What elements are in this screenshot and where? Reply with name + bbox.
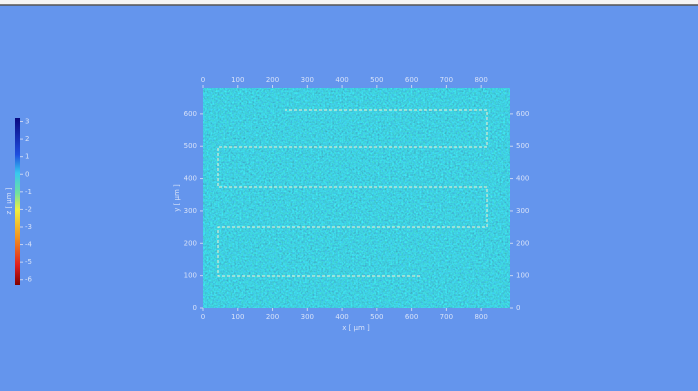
x-tick-label-top: 300 [301,76,314,84]
y-tick-label: 500 [184,142,197,150]
x-tick-label-top: 100 [231,76,244,84]
x-tick-label: 600 [405,313,418,321]
colorbar-tick-label: -3 [25,223,32,231]
y-tick-label-right: 200 [516,239,529,247]
y-tick-label-right: 600 [516,110,529,118]
y-tick-label-right: 400 [516,175,529,183]
colorbar-tick-label: -6 [25,276,33,284]
x-tick-label-top: 700 [440,76,453,84]
x-tick-label: 100 [231,313,244,321]
colorbar-tick-label: 1 [25,153,29,161]
viewer: x [ µm ] y [ µm ] z [ µm ] 0010010020020… [0,0,698,391]
colorbar-tick-label: -4 [25,241,33,249]
x-tick-label-top: 200 [266,76,279,84]
colorbar-tick-label: -2 [25,205,32,213]
y-tick-label-right: 500 [516,142,529,150]
x-tick-label-top: 0 [201,76,205,84]
y-axis-label: y [ µm ] [173,184,181,212]
y-tick-label-right: 300 [516,207,529,215]
colorbar-tick-label: 0 [25,170,29,178]
y-tick-label: 200 [184,239,197,247]
y-tick-label-right: 100 [516,272,529,280]
x-tick-label: 0 [201,313,205,321]
x-tick-label: 700 [440,313,453,321]
x-tick-label: 300 [301,313,314,321]
x-tick-label: 200 [266,313,279,321]
x-tick-label-top: 600 [405,76,418,84]
colorbar-tick-label: 2 [25,135,29,143]
x-tick-label: 400 [335,313,348,321]
colorbar-label: z [ µm ] [5,187,13,214]
colorbar-tick-label: -5 [25,258,32,266]
height-map [203,88,510,308]
y-tick-label-right: 0 [516,304,520,312]
y-tick-label: 0 [193,304,197,312]
x-tick-label-top: 500 [370,76,383,84]
x-axis-label: x [ µm ] [342,324,370,332]
x-tick-label-top: 800 [474,76,487,84]
colorbar-tick-label: 3 [25,118,29,126]
y-tick-label: 400 [184,175,197,183]
x-tick-label: 800 [474,313,487,321]
y-tick-label: 100 [184,272,197,280]
x-tick-label-top: 400 [335,76,348,84]
y-tick-label: 600 [184,110,197,118]
colorbar [15,118,20,285]
colorbar-tick-label: -1 [25,188,32,196]
y-tick-label: 300 [184,207,197,215]
page: {"x_axis": {"label": "x [ µm ]", "range"… [0,0,698,391]
x-tick-label: 500 [370,313,383,321]
